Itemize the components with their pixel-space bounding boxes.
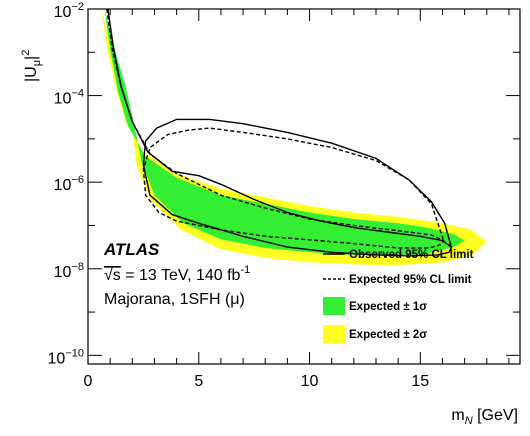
observed-limit-line (107, 9, 453, 257)
one-sigma-band (104, 9, 465, 256)
x-tick-label-10: 10 (301, 373, 319, 390)
x-tick-label-5: 5 (194, 373, 203, 390)
x-tick-label-15: 15 (411, 373, 429, 390)
x-axis-title: mN [GeV] (451, 407, 518, 427)
model-label: Majorana, 1SFH (μ) (104, 291, 245, 308)
experiment-label: ATLAS (103, 240, 160, 259)
axis-ticks (87, 8, 520, 364)
energy-lumi-label: √s = 13 TeV, 140 fb-1 (104, 264, 250, 284)
legend-one-sigma-swatch (323, 297, 345, 315)
legend-expected-label: Expected 95% CL limit (349, 274, 472, 286)
y-tick-label-1e-10: 10−10 (48, 347, 84, 367)
y-tick-label-1e-4: 10−4 (54, 88, 84, 108)
y-axis-title: |Uμ|2 (20, 50, 43, 82)
legend-two-sigma-label: Expected ± 2σ (349, 329, 427, 341)
legend-two-sigma-swatch (323, 325, 345, 343)
y-tick-labels: 10−2 10−4 10−6 10−8 10−10 (48, 1, 84, 367)
x-tick-label-0: 0 (84, 373, 93, 390)
legend-one-sigma-label: Expected ± 1σ (349, 301, 427, 313)
y-tick-label-1e-8: 10−8 (54, 261, 84, 281)
y-tick-label-1e-6: 10−6 (54, 174, 84, 194)
plot-area (101, 9, 487, 266)
plot-frame (87, 8, 521, 365)
expected-limit-line (106, 9, 445, 249)
x-tick-labels: 0 5 10 15 (84, 373, 430, 390)
legend-observed-label: Observed 95% CL limit (349, 249, 474, 261)
y-tick-label-1e-2: 10−2 (54, 1, 84, 21)
legend: Observed 95% CL limit Expected 95% CL li… (323, 249, 474, 343)
